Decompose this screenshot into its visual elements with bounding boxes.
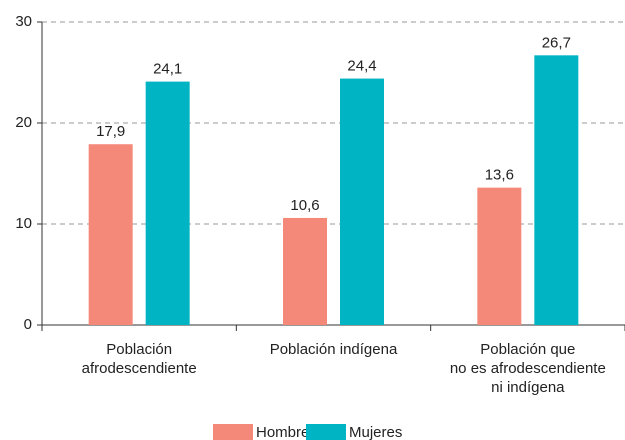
y-tick-label: 20 — [15, 114, 32, 131]
bar — [340, 78, 384, 325]
x-tick-label: Población indígena — [270, 341, 398, 358]
value-label: 17,9 — [96, 123, 125, 140]
bar — [145, 81, 190, 325]
x-tick-label: Población que no es afrodescendiente ni in… — [450, 341, 606, 396]
legend-swatch — [213, 424, 253, 440]
value-label: 24,1 — [153, 61, 182, 78]
value-label: 26,7 — [542, 34, 571, 51]
bar — [534, 55, 579, 326]
bar — [477, 187, 522, 325]
value-label: 13,6 — [485, 167, 514, 184]
legend-label: Hombres — [256, 424, 317, 440]
bar — [88, 144, 133, 325]
y-tick-label: 30 — [15, 13, 32, 30]
x-tick-label: Población afrodescendiente — [82, 341, 197, 377]
bar — [283, 217, 327, 325]
value-label: 10,6 — [290, 197, 319, 214]
value-label: 24,4 — [347, 58, 376, 75]
y-tick-label: 10 — [15, 215, 32, 232]
legend-label: Mujeres — [349, 424, 402, 440]
y-tick-label: 0 — [24, 316, 32, 333]
legend-swatch — [306, 424, 346, 440]
